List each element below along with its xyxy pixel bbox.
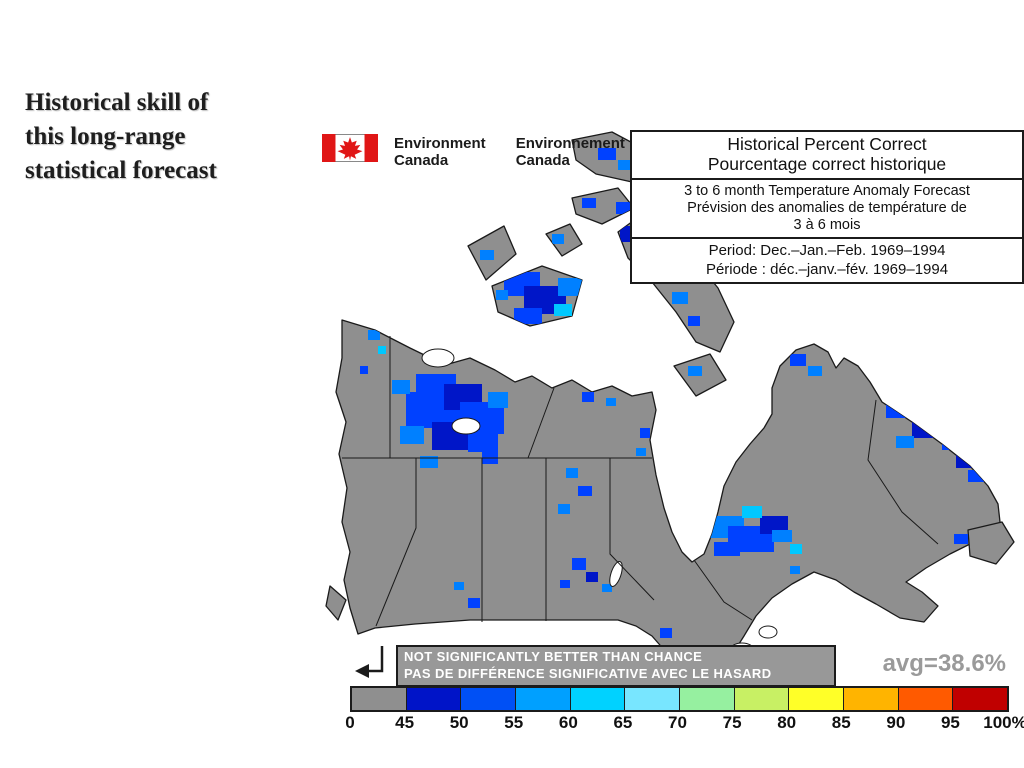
colorbar-tick-label: 60 xyxy=(558,713,578,732)
colorbar-tick-label: 70 xyxy=(668,713,687,732)
average-skill-label: avg=38.6% xyxy=(882,650,1006,677)
agency-header: Environment Canada Environnement Canada xyxy=(322,134,625,170)
map-title: Historical Percent Correct Pourcentage c… xyxy=(707,134,947,174)
colorbar-labels: 0 45 50 55 60 65 70 75 80 85 90 95 100% xyxy=(345,713,1024,735)
colorbar-segment xyxy=(898,688,954,710)
forecast-skill-figure: Environment Canada Environnement Canada … xyxy=(320,130,1024,736)
colorbar-segment xyxy=(461,688,517,710)
canada-flag-icon xyxy=(322,134,378,162)
province-borders xyxy=(342,336,939,627)
colorbar-segment xyxy=(680,688,735,710)
colorbar-tick-label: 0 xyxy=(345,713,355,732)
colorbar-tick-label: 50 xyxy=(449,713,469,732)
agency-wordmark: Environment Canada Environnement Canada xyxy=(394,134,625,170)
colorbar-tick-label: 80 xyxy=(777,713,797,732)
map-title-box: Historical Percent Correct Pourcentage c… xyxy=(630,130,1024,284)
colorbar-tick-label: 45 xyxy=(395,713,415,732)
colorbar-segment xyxy=(734,688,790,710)
colorbar-tick-label: 75 xyxy=(722,713,742,732)
map-period: Period: Dec.–Jan.–Feb. 1969–1994 Période… xyxy=(632,237,1022,282)
colorbar-tick-label: 90 xyxy=(886,713,906,732)
colorbar-tick-label: 85 xyxy=(831,713,851,732)
colorbar-segment xyxy=(406,688,462,710)
colorbar-tick-label: 95 xyxy=(940,713,960,732)
slide-title-line: this long-range xyxy=(25,123,186,150)
colorbar-segment xyxy=(953,688,1008,710)
colorbar-segment xyxy=(352,688,407,710)
colorbar-tick-label: 100% xyxy=(983,713,1024,732)
colorbar-segments xyxy=(350,686,1009,712)
slide-title-line: Historical skill of xyxy=(25,89,209,116)
colorbar-segment xyxy=(789,688,845,710)
slide-title: Historical skill of this long-range stat… xyxy=(25,86,255,188)
colorbar-tick-label: 65 xyxy=(613,713,633,732)
colorbar-segment xyxy=(625,688,681,710)
slide-title-line: statistical forecast xyxy=(25,157,217,184)
colorbar-segment xyxy=(844,688,899,710)
agency-english: Environment Canada xyxy=(394,135,486,169)
colorbar-segment xyxy=(570,688,626,710)
colorbar-tick-label: 55 xyxy=(504,713,524,732)
chance-legend-box: NOT SIGNIFICANTLY BETTER THAN CHANCE PAS… xyxy=(396,645,836,687)
agency-french: Environnement Canada xyxy=(515,135,625,169)
map-subtitle: 3 to 6 month Temperature Anomaly Forecas… xyxy=(632,177,1022,237)
legend-arrow-icon xyxy=(355,646,384,678)
colorbar-segment xyxy=(516,688,571,710)
